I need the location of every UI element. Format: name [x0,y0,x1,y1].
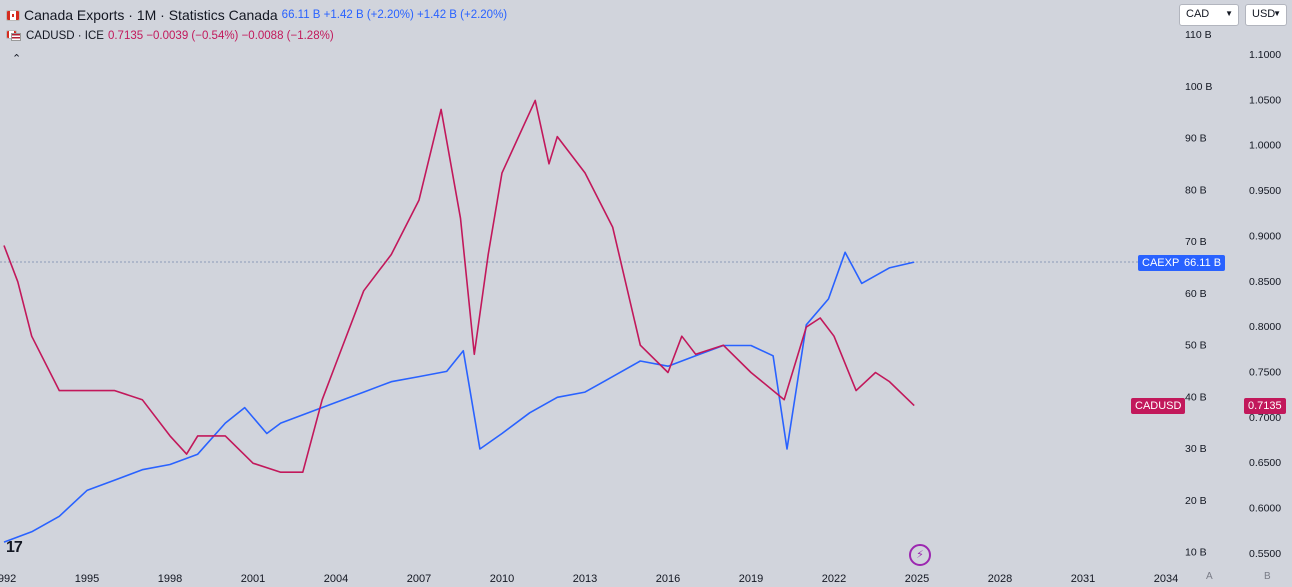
cadusd-value-tag: 0.7135 [1244,398,1286,414]
x-tick-label: 2016 [656,573,680,585]
x-tick-label: 1992 [0,573,16,585]
compare-series-legend[interactable]: CADUSD · ICE 0.7135 −0.0039 (−0.54%) −0.… [6,30,334,42]
right-tick-label: 1.1000 [1249,49,1281,61]
series-lines [3,99,915,543]
left-tick-label: 60 B [1185,288,1207,300]
x-tick-label: 1998 [158,573,182,585]
cadusd-name-tag: CADUSD [1131,398,1186,414]
caret-down-icon: ▼ [1225,9,1233,18]
x-tick-label: 2034 [1154,573,1178,585]
left-tick-label: 50 B [1185,340,1207,352]
left-tick-label: 100 B [1185,81,1212,93]
chevron-up-icon[interactable]: ⌃ [12,53,22,65]
x-tick-label: 2031 [1071,573,1095,585]
right-tick-label: 0.9000 [1249,230,1281,242]
x-tick-label: 1995 [75,573,99,585]
x-tick-label: 2010 [490,573,514,585]
cad-usd-flag-icon [6,30,22,42]
lightning-icon[interactable]: ⚡ [909,544,931,566]
main-series-legend[interactable]: Canada Exports · 1M · Statistics Canada … [6,7,507,23]
right-axis: 1.1000 1.0500 1.0000 0.9500 0.9000 0.8500 0.80… [1249,49,1281,560]
x-tick-label: 2004 [324,573,348,585]
x-tick-label: 2007 [407,573,431,585]
right-tick-label: 0.8000 [1249,321,1281,333]
main-series-values: 66.11 B +1.42 B (+2.20%) +1.42 B (+2.20%… [281,9,508,21]
right-tick-label: 0.5500 [1249,548,1281,560]
right-tick-label: 0.7500 [1249,366,1281,378]
right-tick-label: 0.6000 [1249,503,1281,515]
right-tick-label: 0.9500 [1249,185,1281,197]
caret-down-icon: ▼ [1273,9,1281,18]
left-axis: 110 B 100 B 90 B 80 B 70 B 60 B 50 B 40 B 30 B 20… [1185,29,1212,559]
caexp-name-tag: CAEXP [1138,255,1184,271]
x-tick-label: 2022 [822,573,846,585]
time-axis: 1992 1995 1998 2001 2004 2007 2010 2013 2016 2019… [0,573,1178,585]
right-tick-label: 0.6500 [1249,457,1281,469]
left-tick-label: 90 B [1185,133,1207,145]
auto-scale-button[interactable]: A [1206,571,1213,582]
currency-select-usd[interactable]: USD ▼ [1245,4,1287,26]
main-series-title: Canada Exports · 1M · Statistics Canada [24,7,278,23]
left-tick-label: 110 B [1185,29,1212,41]
x-tick-label: 2001 [241,573,265,585]
x-tick-label: 2013 [573,573,597,585]
left-tick-label: 20 B [1185,495,1207,507]
series-line-cadusd [3,99,915,474]
left-tick-label: 70 B [1185,236,1207,248]
left-tick-label: 30 B [1185,443,1207,455]
compare-series-title: CADUSD · ICE [26,30,104,42]
scale-b-button[interactable]: B [1264,571,1271,582]
currency-select-usd-label: USD [1252,8,1276,20]
currency-select-cad-label: CAD [1186,8,1210,20]
compare-series-values: 0.7135 −0.0039 (−0.54%) −0.0088 (−1.28%) [107,30,334,42]
x-tick-label: 2028 [988,573,1012,585]
series-line-caexp [3,251,915,543]
canada-flag-icon [6,9,20,21]
right-tick-label: 1.0000 [1249,140,1281,152]
right-tick-label: 0.7000 [1249,412,1281,424]
left-tick-label: 10 B [1185,547,1207,559]
x-tick-label: 2025 [905,573,929,585]
left-tick-label: 80 B [1185,184,1207,196]
caexp-value-tag: 66.11 B [1180,255,1226,271]
left-tick-label: 40 B [1185,391,1207,403]
tradingview-logo[interactable]: 17 [6,539,23,556]
right-tick-label: 0.8500 [1249,276,1281,288]
x-tick-label: 2019 [739,573,763,585]
currency-select-cad[interactable]: CAD ▼ [1179,4,1239,26]
right-tick-label: 1.0500 [1249,94,1281,106]
